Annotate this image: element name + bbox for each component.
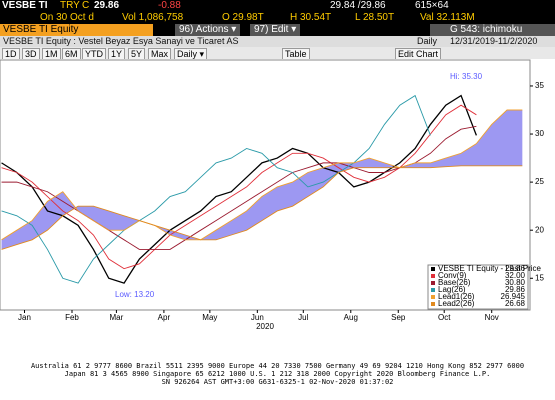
y-tick-label: 15 [535, 273, 544, 282]
footer-line: Australia 61 2 9777 8600 Brazil 5511 239… [30, 362, 525, 370]
x-tick-label: Feb [65, 313, 79, 322]
high: H 30.54T [290, 12, 332, 23]
legend-label: Base(26) [438, 278, 471, 287]
legend-value: 29.86 [505, 264, 526, 273]
legend-swatch [431, 267, 435, 271]
chart: 15 20 25 30 35 Jan Feb Mar Apr May Jun Jul Aug Sep Oct… [0, 59, 544, 331]
legend-box [427, 264, 529, 310]
x-tick-label: Jul [298, 313, 308, 322]
x-tick-label: Aug [344, 313, 358, 322]
x-tick-label: May [202, 313, 217, 322]
low: L 28.50T [355, 12, 395, 23]
vol: Vol 1,086,758 [122, 12, 184, 23]
edit-chart-button[interactable]: Edit Chart [395, 48, 442, 59]
stats-bar: On 30 Oct d Vol 1,086,758 O 29.98T H 30.… [0, 12, 555, 24]
range-button[interactable]: 1Y [108, 48, 126, 59]
legend-swatch [431, 295, 435, 299]
actions[interactable]: 96) Actions ▾ [175, 24, 241, 36]
table-button[interactable]: Table [282, 48, 310, 59]
date: On 30 Oct d [40, 12, 94, 23]
y-tick-label: 35 [535, 81, 544, 90]
legend-value: 26.945 [501, 292, 526, 301]
legend-value: 30.80 [505, 278, 526, 287]
annotation: Hi: 35.30 [450, 72, 483, 81]
ticker: VESBE TI [2, 0, 48, 11]
x-tick-label: Sep [391, 313, 406, 322]
x-tick-label: Mar [110, 313, 124, 322]
legend-swatch [431, 288, 435, 292]
footer-line: Japan 81 3 4565 8900 Singapore 65 6212 1… [64, 370, 491, 378]
legend-value: 26.68 [505, 299, 526, 308]
change: -0.88 [158, 0, 181, 11]
range-button[interactable]: 6M [62, 48, 81, 59]
footer-line: SN 926264 AST GMT+3:00 G631-6325-1 02-No… [161, 378, 394, 386]
open: O 29.98T [222, 12, 264, 23]
period: Daily [417, 36, 438, 46]
x-axis-label: 2020 [256, 322, 274, 331]
legend-value: 29.86 [505, 285, 526, 294]
c: C [82, 0, 90, 11]
x-tick-label: Nov [485, 313, 499, 322]
series-line [1, 109, 523, 241]
y-tick-label: 25 [535, 177, 544, 186]
range-button[interactable]: YTD [82, 48, 106, 59]
legend-swatch [431, 274, 435, 278]
legend-label: Conv(9) [438, 271, 467, 280]
y-tick-label: 20 [535, 225, 544, 234]
range-button[interactable]: 3D [22, 48, 40, 59]
info-bar: VESBE TI Equity : Vestel Beyaz Esya Sana… [0, 36, 555, 47]
series-line [1, 94, 477, 284]
legend-value: 32.00 [505, 271, 526, 280]
x-tick-label: Jun [251, 313, 264, 322]
legend-label: Lead1(26) [438, 292, 475, 301]
legend-swatch [431, 302, 435, 306]
y-tick-label: 30 [535, 129, 544, 138]
range: 12/31/2019-11/2/2020 [450, 36, 538, 46]
legend-label: Lag(26) [438, 285, 466, 294]
series-line [1, 94, 431, 284]
series-line [1, 104, 477, 270]
legend-label: Lead2(26) [438, 299, 475, 308]
toolbar: 1D 3D 1M 6M YTD 1Y 5Y Max Daily ▾ Table Edit Cha… [0, 47, 555, 59]
quote-bar: VESBE TI TRY C 29.86 -0.88 29.84 /29.86 … [0, 0, 555, 12]
range-button[interactable]: Max [148, 48, 172, 59]
annotation: Low: 13.20 [115, 290, 155, 299]
x-tick-label: Oct [438, 313, 451, 322]
x-tick-label: Apr [158, 313, 171, 322]
footer: Australia 61 2 9777 8600 Brazil 5511 239… [0, 362, 555, 386]
val: Val 32.113M [420, 12, 475, 23]
currency: TRY [60, 0, 80, 11]
legend-swatch [431, 281, 435, 285]
price: 29.86 [94, 0, 120, 11]
range-button[interactable]: 1D [2, 48, 20, 59]
x-tick-label: Jan [18, 313, 31, 322]
series-line [1, 165, 523, 250]
size: 615×64 [415, 0, 449, 11]
range-button[interactable]: Daily ▾ [174, 48, 208, 59]
name: VESBE TI Equity : Vestel Beyaz Esya Sana… [3, 36, 239, 46]
legend-label: VESBE TI Equity - Last Price [438, 264, 542, 273]
security[interactable]: VESBE TI Equity [0, 24, 153, 36]
menu-bar: VESBE TI Equity 96) Actions ▾ 97) Edit ▾… [0, 24, 555, 36]
range-button[interactable]: 1M [42, 48, 61, 59]
bidask: 29.84 /29.86 [330, 0, 386, 11]
edit[interactable]: 97) Edit ▾ [250, 24, 301, 36]
range-button[interactable]: 5Y [128, 48, 146, 59]
page: G 543: ichimoku [430, 24, 555, 36]
